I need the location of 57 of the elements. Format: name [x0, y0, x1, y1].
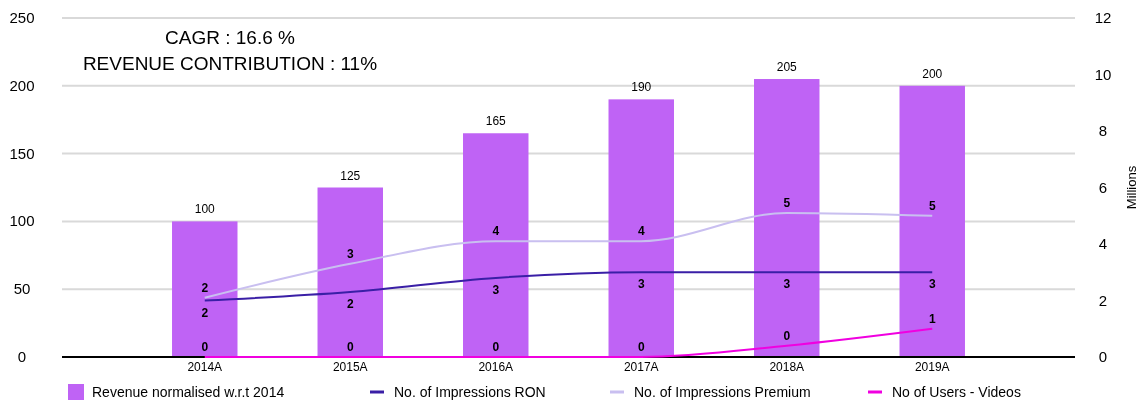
y2-tick-label: 10 [1094, 65, 1112, 83]
legend-label: No of Users - Videos [892, 384, 1021, 400]
y2-axis-title: Millions [1124, 165, 1139, 210]
data-label: 0 [783, 328, 791, 343]
bar [317, 187, 383, 357]
y2-tick-label: 12 [1094, 9, 1112, 26]
data-label: 190 [631, 80, 652, 95]
data-label: 3 [346, 246, 354, 261]
data-label: 100 [194, 202, 216, 217]
x-tick-label: 2019A [914, 360, 950, 374]
y2-tick-label: 4 [1098, 235, 1108, 252]
data-label: 2 [346, 297, 354, 312]
legend-label: Revenue normalised w.r.t 2014 [92, 384, 285, 400]
y2-tick-label: 6 [1098, 178, 1108, 196]
data-label: 3 [637, 277, 645, 292]
data-label: 2 [201, 305, 209, 320]
data-label: 0 [201, 340, 209, 354]
bar [754, 79, 820, 357]
y2-tick-label: 0 [1098, 348, 1108, 365]
data-label: 3 [492, 282, 500, 297]
data-label: 1 [928, 311, 936, 326]
data-label: 3 [783, 277, 791, 292]
y-tick-label: 100 [9, 212, 35, 230]
data-label: 0 [492, 340, 500, 354]
bar [463, 133, 529, 357]
data-label: 205 [776, 60, 798, 75]
data-label: 5 [783, 195, 791, 210]
annotation: CAGR : 16.6 % [165, 27, 296, 48]
x-tick-label: 2018A [769, 360, 805, 374]
x-tick-label: 2015A [332, 360, 368, 374]
data-label: 165 [485, 114, 507, 129]
data-label: 5 [928, 198, 936, 213]
line-series [203, 211, 934, 299]
y-tick-label: 250 [9, 9, 35, 26]
data-label: 125 [340, 168, 361, 183]
x-tick-label: 2016A [478, 360, 514, 374]
y2-tick-label: 8 [1098, 122, 1108, 139]
y-tick-label: 200 [9, 76, 35, 94]
bar [608, 99, 674, 357]
y-tick-label: 50 [13, 280, 31, 298]
x-tick-label: 2017A [623, 360, 659, 374]
bar [899, 85, 965, 357]
legend-label: No. of Impressions RON [394, 384, 546, 400]
data-label: 3 [928, 277, 936, 292]
bar [172, 221, 238, 357]
y-tick-label: 0 [17, 348, 27, 365]
x-tick-label: 2014A [187, 360, 223, 374]
annotation: REVENUE CONTRIBUTION : 11% [82, 53, 378, 74]
data-label: 0 [346, 340, 354, 354]
data-label: 4 [492, 224, 500, 239]
data-label: 200 [922, 66, 943, 81]
data-label: 4 [637, 224, 645, 239]
data-label: 0 [637, 340, 645, 354]
y-tick-label: 150 [9, 144, 35, 162]
legend-label: No. of Impressions Premium [634, 384, 811, 400]
y2-tick-label: 2 [1098, 291, 1108, 309]
data-label: 2 [201, 280, 209, 295]
